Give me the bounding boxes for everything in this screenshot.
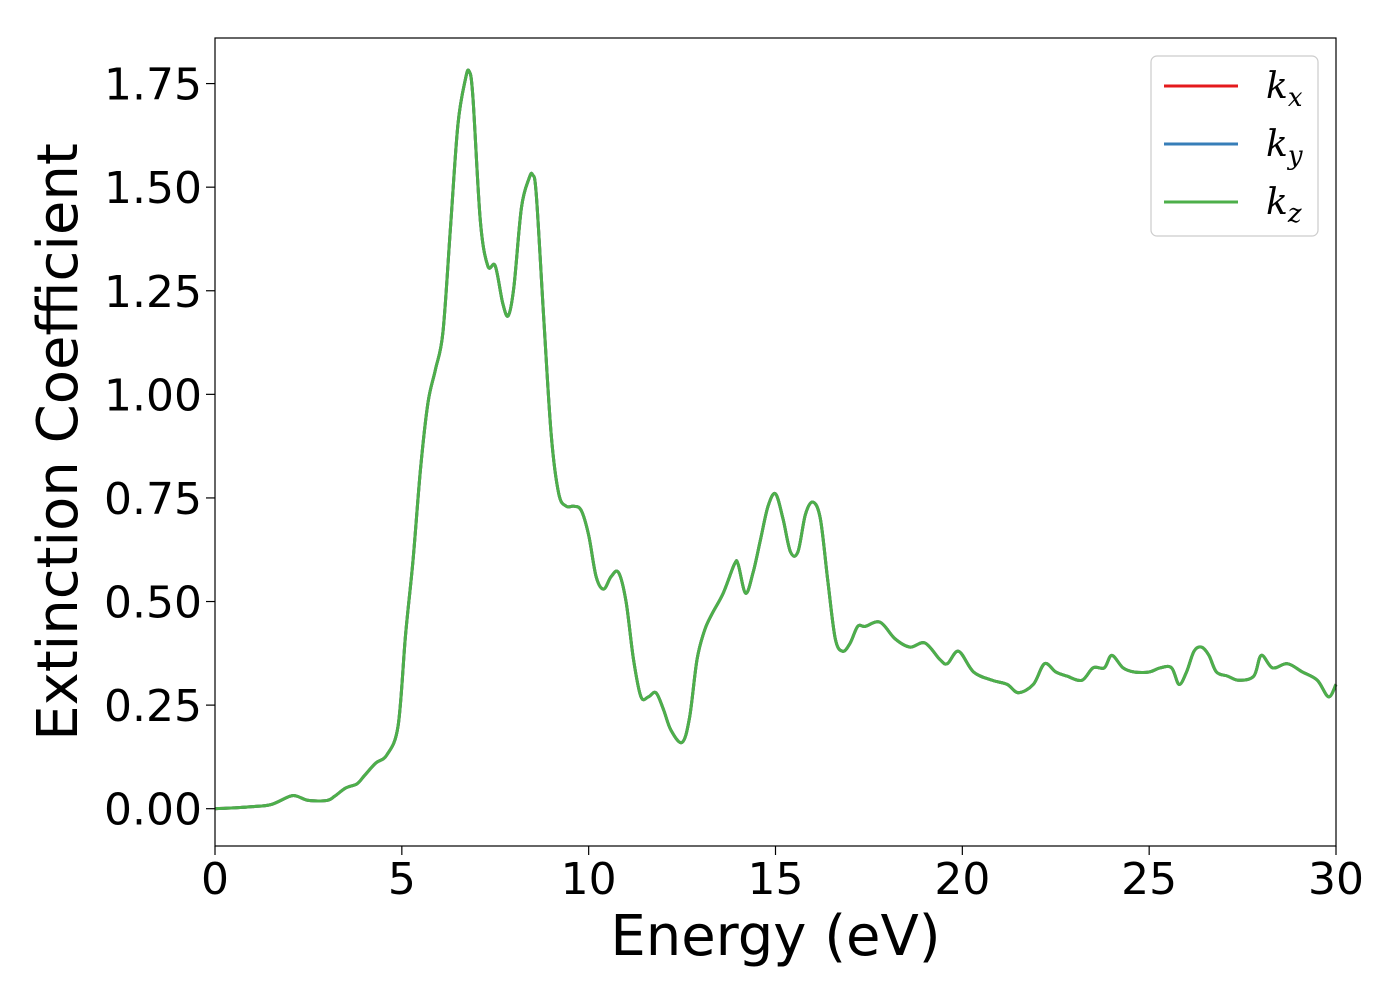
legend-label-main: k — [1266, 66, 1288, 107]
x-tick-label: 15 — [748, 854, 804, 905]
legend-label-subscript: x — [1288, 83, 1303, 113]
x-tick-label: 20 — [934, 854, 990, 905]
y-tick-label: 0.50 — [104, 578, 202, 629]
legend-label-main: k — [1266, 182, 1288, 223]
x-tick-label: 5 — [388, 854, 416, 905]
y-tick-label: 0.00 — [104, 785, 202, 836]
x-tick-label: 25 — [1121, 854, 1177, 905]
y-tick-label: 0.25 — [104, 681, 202, 732]
x-tick-label: 10 — [561, 854, 617, 905]
series-line-k_z — [214, 68, 1338, 811]
x-axis-title: Energy (eV) — [610, 904, 940, 969]
legend-label-k_x: kx — [1266, 66, 1303, 113]
y-tick-label: 1.25 — [104, 267, 202, 318]
legend-label-subscript: y — [1287, 141, 1303, 171]
y-tick-label: 1.50 — [104, 163, 202, 214]
y-tick-label: 1.75 — [104, 60, 202, 111]
legend-label-k_y: ky — [1266, 124, 1303, 171]
legend-label-subscript: z — [1287, 199, 1302, 229]
y-tick-label: 1.00 — [104, 370, 202, 421]
y-tick-label: 0.75 — [104, 474, 202, 525]
legend-label-main: k — [1266, 124, 1288, 165]
ticks-layer: 0 5 10 15 20 25 30 0.00 0.25 0.50 0.75 1.00 1.25 1.50… — [104, 60, 1364, 905]
series-layer — [214, 68, 1338, 811]
x-tick-label: 30 — [1308, 854, 1364, 905]
y-axis-title: Extinction Coefficient — [26, 143, 91, 741]
x-tick-label: 0 — [201, 854, 229, 905]
legend-label-k_z: kz — [1266, 182, 1302, 229]
legend-box — [1150, 55, 1319, 237]
